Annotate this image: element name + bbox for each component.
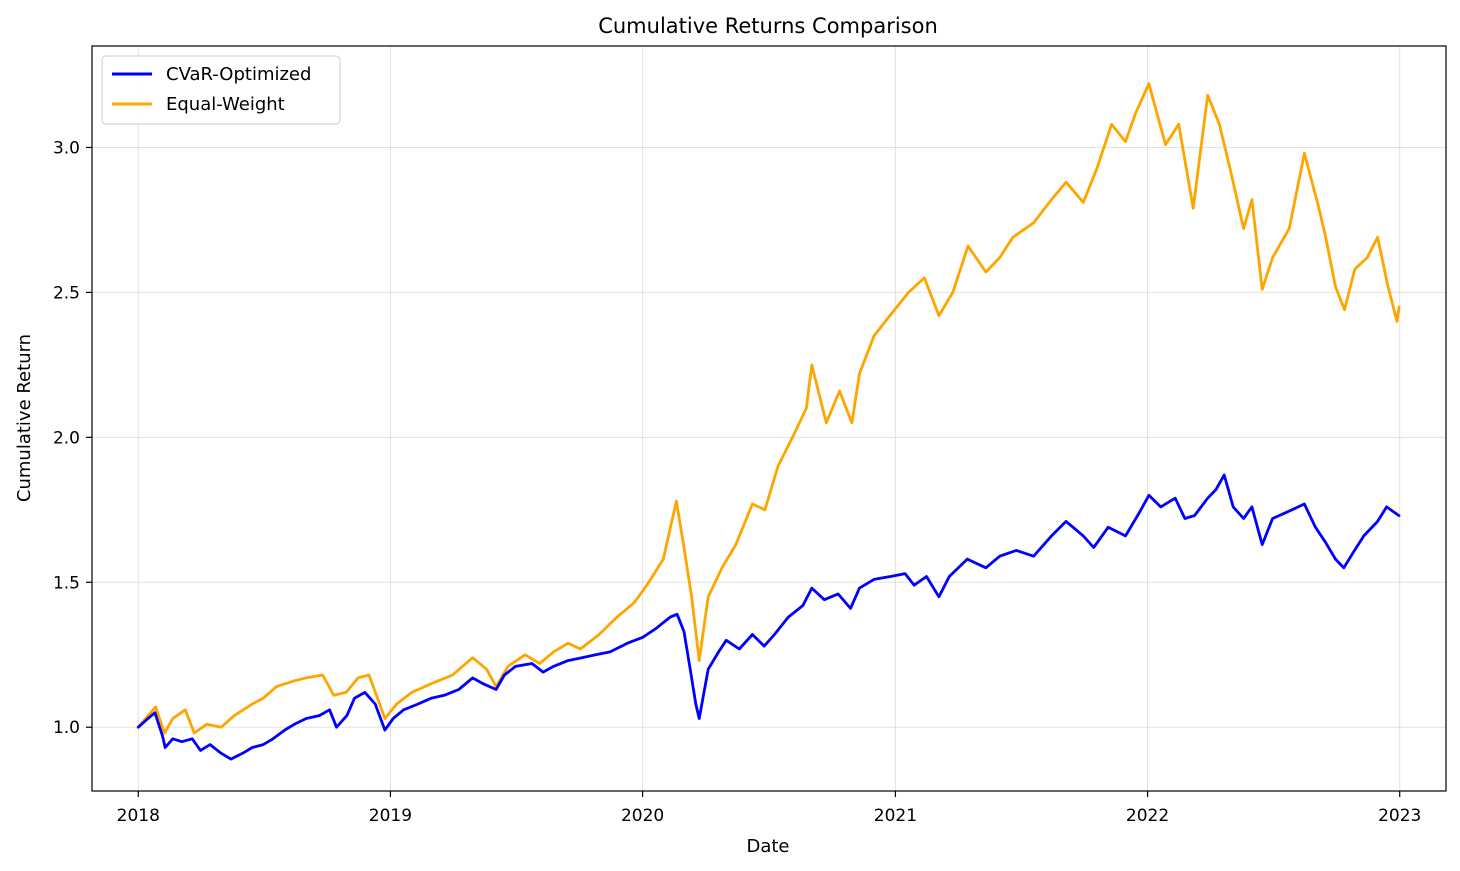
y-tick-label: 2.5 [53, 283, 80, 303]
x-tick-label: 2020 [621, 806, 664, 826]
y-tick-label: 1.0 [53, 718, 80, 738]
legend: CVaR-Optimized Equal-Weight [101, 55, 341, 125]
plot-frame [91, 45, 1447, 792]
series-line-cvar-optimized [136, 473, 1401, 761]
x-tick-label: 2019 [369, 806, 412, 826]
y-tick-label: 1.5 [53, 573, 80, 593]
legend-box [101, 55, 341, 125]
x-tick-label: 2021 [874, 806, 917, 826]
chart-title: Cumulative Returns Comparison [598, 14, 938, 38]
x-axis-ticks: 2018 2019 2020 2021 2022 2023 [117, 791, 1421, 826]
grid-lines [92, 46, 1446, 791]
x-tick-label: 2022 [1126, 806, 1169, 826]
plot-lines [136, 82, 1401, 761]
y-tick-label: 2.0 [53, 428, 80, 448]
y-axis-label: Cumulative Return [14, 334, 35, 502]
y-axis-ticks: 1.0 1.5 2.0 2.5 3.0 [53, 138, 92, 738]
y-tick-label: 3.0 [53, 138, 80, 158]
legend-label-cvar-optimized: CVaR-Optimized [166, 64, 311, 85]
series-line-equal-weight [136, 82, 1401, 735]
x-axis-label: Date [746, 836, 789, 857]
legend-label-equal-weight: Equal-Weight [166, 94, 285, 115]
x-tick-label: 2018 [117, 806, 160, 826]
x-tick-label: 2023 [1378, 806, 1421, 826]
